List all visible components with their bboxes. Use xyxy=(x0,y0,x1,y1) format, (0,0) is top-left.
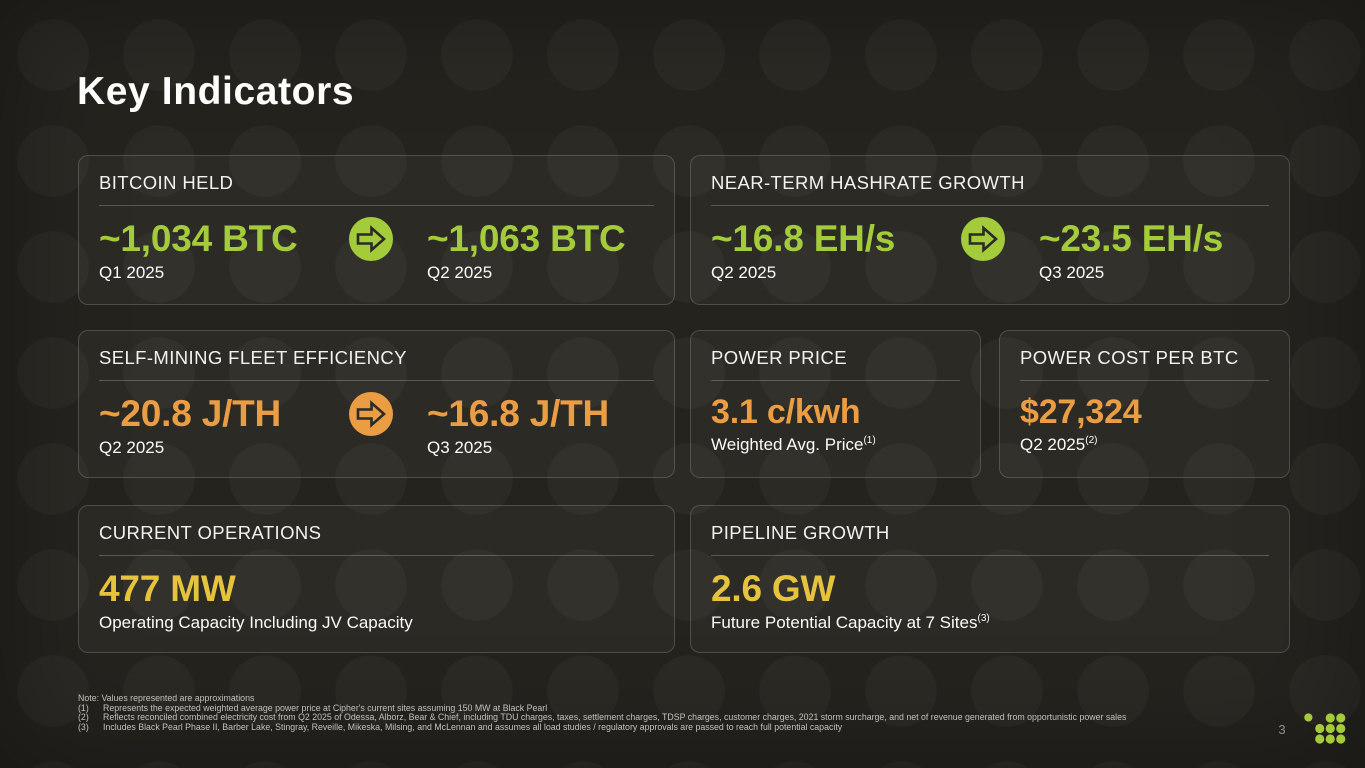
stat-from: ~20.8 J/TH Q2 2025 xyxy=(99,393,349,458)
footnote-ref: (1) xyxy=(863,434,876,446)
stat-label: Q2 2025(2) xyxy=(1020,434,1098,455)
stat-from: ~16.8 EH/s Q2 2025 xyxy=(711,218,961,283)
stat-value: 2.6 GW xyxy=(711,568,836,609)
card-current-operations: CURRENT OPERATIONS 477 MW Operating Capa… xyxy=(78,505,675,653)
stat-to: ~1,063 BTC Q2 2025 xyxy=(427,218,626,283)
card-pipeline-growth: PIPELINE GROWTH 2.6 GW Future Potential … xyxy=(690,505,1290,653)
stat-value: ~20.8 J/TH xyxy=(99,393,282,434)
divider xyxy=(99,555,654,556)
stat-value: 3.1 c/kwh xyxy=(711,393,861,431)
footnote-2: (2) Reflects reconciled combined electric… xyxy=(78,712,1127,723)
card-fleet-efficiency: SELF-MINING FLEET EFFICIENCY ~20.8 J/TH … xyxy=(78,330,675,478)
stat-label: Q3 2025 xyxy=(1039,263,1105,283)
stat-value: ~16.8 EH/s xyxy=(711,218,896,259)
stat-label: Future Potential Capacity at 7 Sites(3) xyxy=(711,612,990,633)
stat-to: ~23.5 EH/s Q3 2025 xyxy=(1039,218,1224,283)
arrow-right-icon xyxy=(349,392,393,436)
divider xyxy=(711,555,1269,556)
page-number: 3 xyxy=(1278,722,1286,737)
divider xyxy=(1020,380,1269,381)
card-header: CURRENT OPERATIONS xyxy=(99,522,322,543)
card-header: PIPELINE GROWTH xyxy=(711,522,890,543)
stat-value: $27,324 xyxy=(1020,393,1142,431)
divider xyxy=(711,205,1269,206)
card-hashrate-growth: NEAR-TERM HASHRATE GROWTH ~16.8 EH/s Q2 … xyxy=(690,155,1290,305)
arrow-right-icon xyxy=(349,217,393,261)
stat-label: Operating Capacity Including JV Capacity xyxy=(99,613,413,633)
divider xyxy=(99,380,654,381)
card-header: NEAR-TERM HASHRATE GROWTH xyxy=(711,172,1025,193)
page-title: Key Indicators xyxy=(77,70,355,113)
card-header: POWER COST PER BTC xyxy=(1020,347,1239,368)
card-header: BITCOIN HELD xyxy=(99,172,234,193)
stat-value: 477 MW xyxy=(99,568,236,609)
stat-value: ~23.5 EH/s xyxy=(1039,218,1224,259)
stat-label: Q1 2025 xyxy=(99,263,165,283)
footnote-1: (1) Represents the expected weighted aver… xyxy=(78,702,548,713)
stat-label: Q3 2025 xyxy=(427,438,493,458)
divider xyxy=(99,205,654,206)
footnote-3: (3) Includes Black Pearl Phase II, Barber… xyxy=(78,721,843,732)
stat-label: Q2 2025 xyxy=(711,263,777,283)
footnote-note: Note: Values represented are approximati… xyxy=(78,693,255,703)
stat-label: Weighted Avg. Price(1) xyxy=(711,434,876,455)
stat-value: ~1,034 BTC xyxy=(99,218,298,259)
card-power-price: POWER PRICE 3.1 c/kwh Weighted Avg. Pric… xyxy=(690,330,981,478)
footnote-ref: (2) xyxy=(1085,434,1098,446)
divider xyxy=(711,380,960,381)
card-power-cost-per-btc: POWER COST PER BTC $27,324 Q2 2025(2) xyxy=(999,330,1290,478)
stat-from: ~1,034 BTC Q1 2025 xyxy=(99,218,349,283)
arrow-right-icon xyxy=(961,217,1005,261)
card-bitcoin-held: BITCOIN HELD ~1,034 BTC Q1 2025 ~1,063 B… xyxy=(78,155,675,305)
stat-label: Q2 2025 xyxy=(99,438,165,458)
card-header: POWER PRICE xyxy=(711,347,847,368)
stat-value: ~1,063 BTC xyxy=(427,218,626,259)
stat-label: Q2 2025 xyxy=(427,263,493,283)
cipher-logo xyxy=(1304,713,1346,749)
footnotes: Note: Values represented are approximati… xyxy=(78,693,1127,732)
card-header: SELF-MINING FLEET EFFICIENCY xyxy=(99,347,407,368)
footnote-ref: (3) xyxy=(977,612,990,624)
stat-to: ~16.8 J/TH Q3 2025 xyxy=(427,393,610,458)
stat-value: ~16.8 J/TH xyxy=(427,393,610,434)
